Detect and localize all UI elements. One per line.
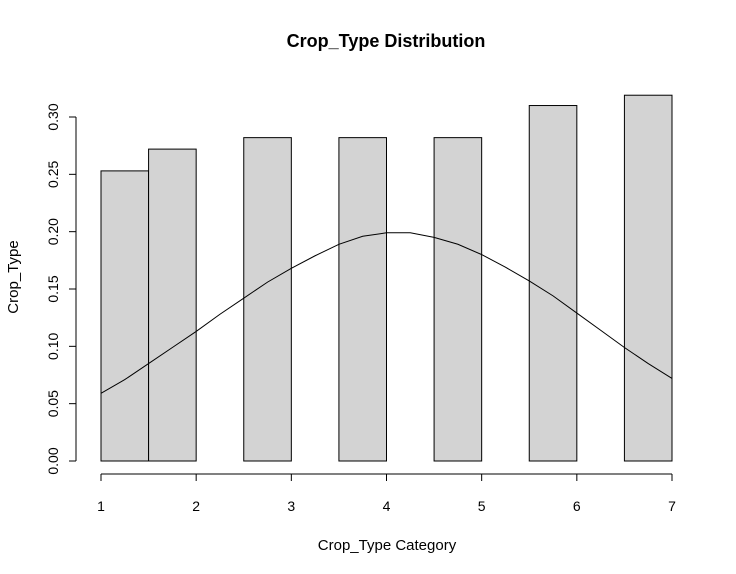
density-curve [100,232,673,394]
y-tick-label-0.00: 0.00 [45,447,61,474]
y-tick-label-0.05: 0.05 [45,390,61,417]
y-tick-label-0.10: 0.10 [45,332,61,359]
y-axis: 0.00 0.05 0.10 0.15 0.20 0.25 0.30 [45,103,77,475]
bar-6 [528,105,578,462]
bar-3 [243,137,292,462]
x-tick-label-2: 2 [192,498,200,514]
x-axis: 1 2 3 4 5 6 7 [97,473,676,514]
y-tick-label-0.25: 0.25 [45,160,61,187]
bar-7 [623,94,673,462]
bar-4 [338,137,387,462]
chart-title: Crop_Type Distribution [287,31,486,51]
y-axis-label: Crop_Type [5,240,22,313]
x-tick-label-1: 1 [97,498,105,514]
bars-group [100,94,673,462]
bar-2 [148,148,197,462]
x-tick-label-7: 7 [668,498,676,514]
y-tick-label-0.30: 0.30 [45,103,61,130]
x-axis-label: Crop_Type Category [318,537,457,554]
bar-1 [100,170,150,462]
y-tick-label-0.20: 0.20 [45,218,61,245]
x-tick-label-5: 5 [478,498,486,514]
x-tick-label-4: 4 [383,498,391,514]
x-tick-label-6: 6 [573,498,581,514]
bar-5 [433,137,483,462]
y-tick-label-0.15: 0.15 [45,275,61,302]
x-tick-label-3: 3 [287,498,295,514]
